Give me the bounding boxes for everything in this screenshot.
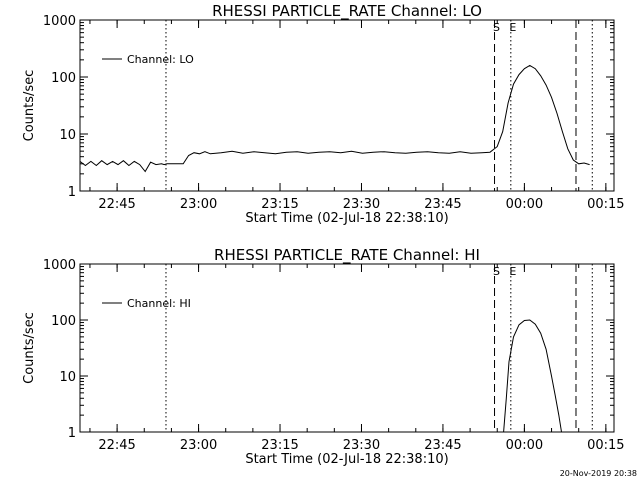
- y-axis-label: Counts/sec: [22, 312, 37, 384]
- x-tick-label: 23:15: [261, 197, 298, 212]
- x-tick-label: 23:15: [261, 438, 298, 453]
- chart-title: RHESSI PARTICLE_RATE Channel: LO: [212, 2, 482, 21]
- plot-frame: [79, 263, 615, 433]
- series-line: [503, 319, 562, 432]
- panel-hi: RHESSI PARTICLE_RATE Channel: HI 1 10 100 10…: [22, 246, 625, 467]
- y-tick-label: 1: [68, 185, 76, 200]
- legend-entry: Channel: HI: [127, 297, 191, 310]
- x-axis-label: Start Time (02-Jul-18 22:38:10): [245, 211, 448, 226]
- y-tick-label: 1000: [43, 14, 76, 29]
- y-tick-label: 1000: [43, 258, 76, 273]
- panel-lo: RHESSI PARTICLE_RATE Channel: LO 1 10 100 10…: [22, 2, 625, 226]
- marker-label: S: [493, 265, 500, 278]
- x-tick-label: 23:00: [180, 197, 217, 212]
- footer-timestamp: 20-Nov-2019 20:38: [560, 469, 637, 478]
- y-tick-label: 100: [51, 314, 76, 329]
- marker-label: E: [509, 21, 516, 34]
- x-axis-label: Start Time (02-Jul-18 22:38:10): [245, 452, 448, 467]
- x-tick-label: 22:45: [98, 197, 135, 212]
- x-tick-label: 23:30: [343, 438, 380, 453]
- x-tick-label: 23:45: [424, 438, 461, 453]
- marker-label: S: [493, 21, 500, 34]
- series-line: [80, 64, 590, 173]
- x-tick-label: 23:00: [180, 438, 217, 453]
- x-tick-label: 22:45: [98, 438, 135, 453]
- x-tick-label: 00:15: [587, 197, 624, 212]
- y-axis-label: Counts/sec: [22, 70, 37, 142]
- y-tick-label: 10: [59, 128, 76, 143]
- chart-title: RHESSI PARTICLE_RATE Channel: HI: [214, 246, 480, 265]
- y-tick-label: 100: [51, 71, 76, 86]
- x-tick-label: 00:15: [587, 438, 624, 453]
- marker-label: E: [509, 265, 516, 278]
- y-tick-label: 10: [59, 370, 76, 385]
- y-tick-label: 1: [68, 426, 76, 441]
- x-tick-label: 23:45: [424, 197, 461, 212]
- legend-entry: Channel: LO: [127, 53, 194, 66]
- plot-frame: [79, 19, 615, 192]
- x-tick-label: 00:00: [506, 438, 543, 453]
- x-tick-label: 00:00: [506, 197, 543, 212]
- x-tick-label: 23:30: [343, 197, 380, 212]
